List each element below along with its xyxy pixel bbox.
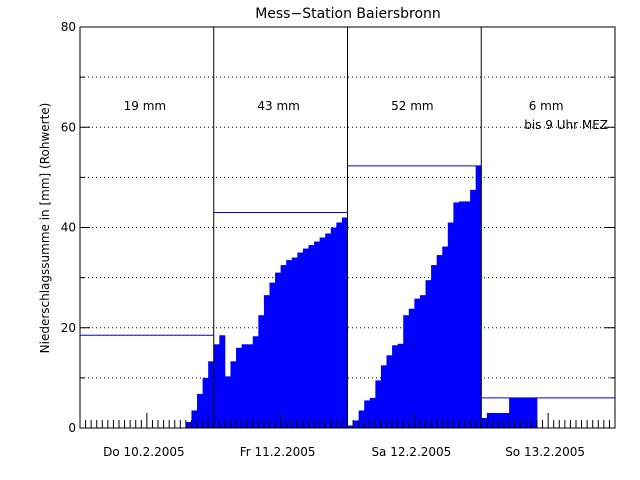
bar	[386, 355, 393, 428]
bar	[252, 336, 259, 428]
daily-total-label: 52 mm	[391, 99, 433, 113]
bar	[219, 335, 226, 428]
bar	[392, 345, 399, 428]
bar	[219, 397, 226, 428]
day-label: Do 10.2.2005	[103, 445, 184, 459]
bar	[375, 380, 382, 428]
bar	[230, 361, 237, 428]
bar	[197, 393, 204, 428]
labels-layer: 0 20 40 60 80 Do 10.2.2005 19 mm Fr 11.2.2005 43…	[61, 20, 608, 459]
bar	[425, 280, 432, 428]
daily-total-label: 6 mm	[529, 99, 564, 113]
bar	[319, 237, 326, 428]
bar	[213, 344, 220, 428]
bar	[358, 410, 365, 428]
bar	[442, 246, 449, 428]
bar	[419, 295, 426, 428]
daily-total-label: 19 mm	[124, 99, 166, 113]
day-label: So 13.2.2005	[505, 445, 585, 459]
y-tick-label: 80	[61, 20, 76, 34]
bar	[202, 377, 209, 428]
bar	[464, 201, 471, 428]
bar	[403, 315, 410, 428]
bar	[213, 418, 220, 428]
bar	[185, 421, 192, 428]
bar	[280, 265, 287, 428]
y-tick-label: 20	[61, 321, 76, 335]
y-axis-label: Niederschlagssumme in [mm] (Rohwerte)	[38, 103, 52, 354]
bar	[286, 260, 293, 428]
chart-title: Mess−Station Baiersbronn	[255, 6, 441, 22]
bar	[492, 412, 499, 428]
bar	[458, 201, 465, 428]
bar	[208, 361, 215, 428]
bar	[325, 233, 332, 428]
bar	[514, 397, 521, 428]
bar	[241, 344, 248, 428]
y-tick-label: 40	[61, 221, 76, 235]
bar	[509, 397, 516, 428]
bar	[486, 412, 493, 428]
bar	[224, 376, 231, 428]
y-tick-label: 0	[68, 421, 76, 435]
bar	[353, 420, 360, 428]
bar	[308, 245, 315, 428]
bar	[364, 400, 371, 428]
bar	[503, 412, 510, 428]
bar	[447, 222, 454, 428]
total-lines-layer	[80, 165, 615, 399]
bar	[291, 257, 298, 428]
bar	[330, 227, 337, 428]
bar	[314, 241, 321, 428]
day-label: Fr 11.2.2005	[240, 445, 316, 459]
bar	[481, 417, 488, 428]
bar	[347, 425, 354, 428]
bar	[247, 344, 254, 428]
bar	[497, 412, 504, 428]
bar	[397, 343, 404, 428]
bar	[336, 222, 343, 428]
bar	[431, 265, 438, 428]
daily-total-label: 43 mm	[257, 99, 299, 113]
y-tick-label: 60	[61, 120, 76, 134]
bar	[263, 295, 270, 428]
bars-layer	[185, 165, 538, 428]
bar	[414, 298, 421, 428]
bar	[436, 255, 443, 428]
bar	[191, 410, 198, 428]
bar	[531, 397, 538, 428]
bar	[236, 347, 243, 428]
time-note: bis 9 Uhr MEZ	[524, 118, 608, 132]
bar	[525, 397, 532, 428]
bar	[275, 272, 282, 428]
bar	[470, 189, 477, 428]
bar	[408, 308, 415, 428]
day-label: Sa 12.2.2005	[371, 445, 451, 459]
bar	[369, 397, 376, 428]
bar	[475, 165, 482, 428]
bar	[520, 397, 527, 428]
axes-layer	[79, 26, 616, 429]
bar	[302, 248, 309, 428]
bar	[453, 202, 460, 428]
bar	[258, 315, 265, 428]
bar	[297, 252, 304, 428]
bar	[380, 365, 387, 428]
bar	[341, 217, 348, 428]
bar	[269, 282, 276, 428]
